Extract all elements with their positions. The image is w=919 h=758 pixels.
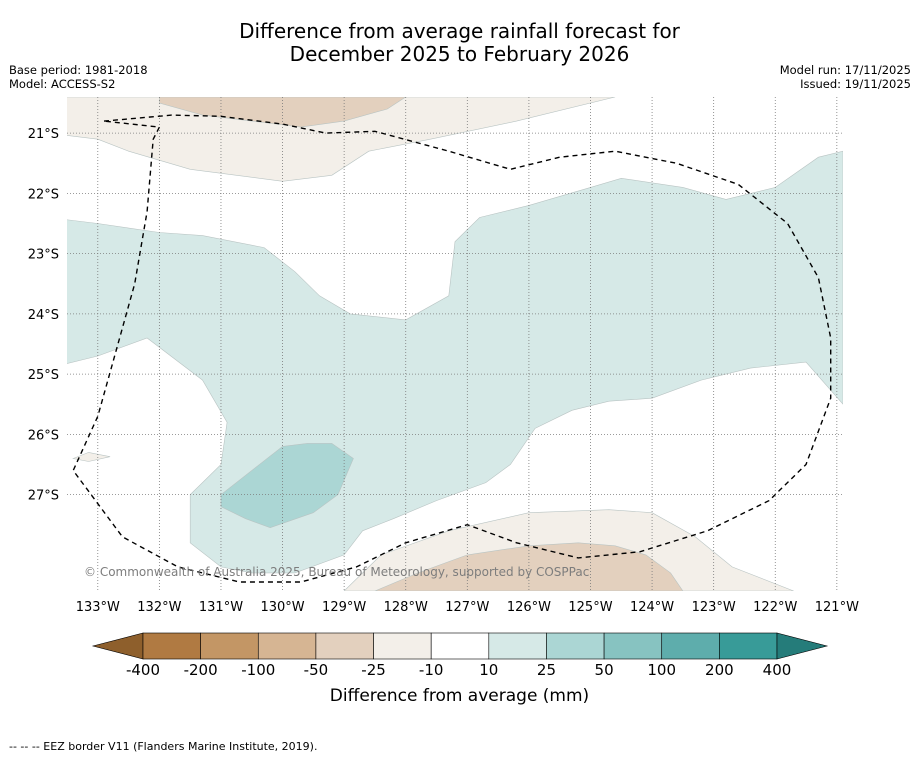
colorbar: [91, 632, 829, 660]
y-tick-label: 21°S: [28, 127, 59, 142]
x-tick-label: 133°W: [76, 600, 120, 615]
colorbar-segment: [430, 632, 490, 660]
colorbar-segment: [142, 632, 201, 660]
y-tick-label: 26°S: [28, 428, 59, 443]
colorbar-tick-label: -25: [361, 661, 386, 679]
colorbar-tick-label: 25: [536, 661, 556, 679]
colorbar-tick-label: -50: [303, 661, 329, 679]
y-tick-label: 25°S: [28, 368, 59, 383]
colorbar-segment: [488, 632, 547, 660]
plot-area: [67, 97, 843, 591]
rainfall-region-3: [220, 443, 354, 529]
base-period: Base period: 1981-2018: [9, 63, 148, 77]
x-tick-label: 126°W: [507, 600, 551, 615]
x-tick-label: 129°W: [322, 600, 366, 615]
colorbar-tick-label: -200: [183, 661, 218, 679]
x-tick-label: 132°W: [137, 600, 181, 615]
colorbar-extend-low: [91, 632, 144, 660]
model-name: Model: ACCESS-S2: [9, 77, 116, 91]
colorbar-title: Difference from average (mm): [329, 686, 590, 706]
copyright-notice: © Commonwealth of Australia 2025, Bureau…: [84, 565, 590, 579]
colorbar-segment: [200, 632, 259, 660]
x-tick-label: 131°W: [199, 600, 243, 615]
rainfall-region-0: [67, 97, 616, 182]
x-tick-label: 121°W: [815, 600, 859, 615]
x-tick-label: 123°W: [692, 600, 736, 615]
chart-title-line2: December 2025 to February 2026: [289, 42, 630, 66]
colorbar-tick-label: 100: [647, 661, 677, 679]
colorbar-segment: [315, 632, 374, 660]
colorbar-segment: [257, 632, 317, 660]
colorbar-tick-label: -100: [241, 661, 276, 679]
rainfall-region-6: [72, 452, 111, 462]
x-tick-label: 122°W: [753, 600, 797, 615]
eez-border: [72, 114, 832, 583]
y-tick-label: 23°S: [28, 248, 59, 263]
colorbar-segment: [373, 632, 432, 660]
x-tick-label: 125°W: [568, 600, 612, 615]
x-tick-label: 128°W: [384, 600, 428, 615]
x-tick-label: 124°W: [630, 600, 674, 615]
chart-title-line1: Difference from average rainfall forecas…: [239, 19, 680, 43]
y-tick-label: 22°S: [28, 187, 59, 202]
colorbar-segment: [603, 632, 663, 660]
meta-right: Model run: 17/11/2025 Issued: 19/11/2025: [780, 63, 911, 91]
meta-left: Base period: 1981-2018 Model: ACCESS-S2: [9, 63, 148, 91]
x-tick-label: 127°W: [445, 600, 489, 615]
model-run: Model run: 17/11/2025: [779, 63, 911, 77]
colorbar-segment: [719, 632, 778, 660]
colorbar-extend-high: [776, 632, 829, 660]
colorbar-tick-label: 50: [594, 661, 614, 679]
issued-date: Issued: 19/11/2025: [800, 77, 911, 91]
y-tick-label: 27°S: [28, 489, 59, 504]
x-tick-label: 130°W: [260, 600, 304, 615]
colorbar-tick-label: 10: [479, 661, 499, 679]
eez-footnote: -- -- -- EEZ border V11 (Flanders Marine…: [9, 740, 318, 753]
colorbar-tick-label: 200: [705, 661, 734, 679]
colorbar-tick-label: -400: [125, 661, 161, 679]
colorbar-segment: [661, 632, 720, 660]
chart-title: Difference from average rainfall forecas…: [0, 20, 919, 66]
colorbar-tick-label: -10: [418, 661, 444, 679]
y-tick-label: 24°S: [28, 308, 59, 323]
colorbar-tick-label: 400: [762, 661, 792, 679]
colorbar-segment: [546, 632, 605, 660]
